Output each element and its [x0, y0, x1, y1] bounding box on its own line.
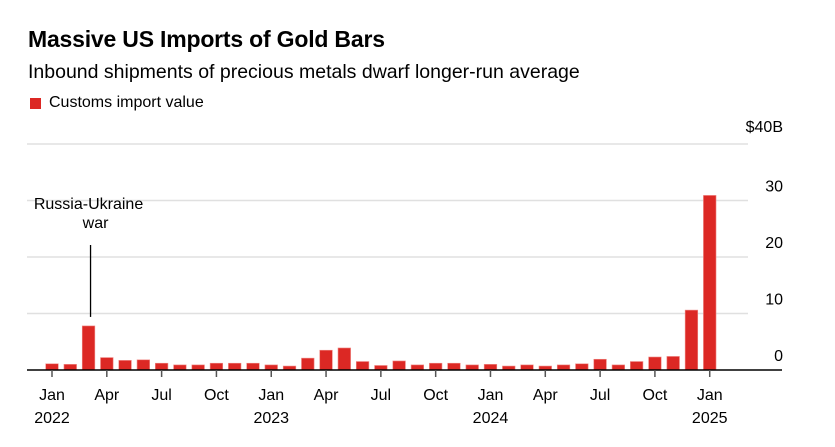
bar [246, 362, 260, 371]
chart-title: Massive US Imports of Gold Bars [28, 26, 385, 52]
bar [173, 364, 187, 371]
legend: Customs import value [30, 94, 204, 112]
x-tick-label-month: Jul [590, 387, 610, 404]
x-tick-label-month: Apr [314, 387, 340, 404]
bar [264, 364, 278, 371]
bar [410, 364, 425, 371]
y-tick-label: 20 [765, 235, 783, 252]
x-tick-label-year: 2025 [692, 410, 728, 427]
x-tick-label-month: Oct [423, 387, 448, 404]
bar [228, 362, 242, 371]
x-tick-label-month: Jul [371, 387, 391, 404]
gridlines [27, 143, 748, 315]
x-tick-label-year: 2023 [253, 410, 289, 427]
legend-label: Customs import value [49, 94, 204, 111]
bar [593, 358, 607, 371]
x-tick-label-month: Jul [151, 387, 171, 404]
x-tick-label-month: Jan [478, 387, 504, 404]
bar [447, 362, 461, 371]
chart-subtitle: Inbound shipments of precious metals dwa… [28, 61, 580, 83]
annotation-label: war [82, 215, 109, 232]
bar [81, 325, 96, 371]
bar [666, 356, 680, 371]
bar [63, 364, 77, 371]
x-tick-label-year: 2024 [473, 410, 509, 427]
annotation-label: Russia-Ukraine [34, 196, 143, 213]
x-tick-label-month: Jan [697, 387, 723, 404]
x-tick-label-month: Apr [533, 387, 559, 404]
y-tick-label: 0 [774, 348, 783, 365]
y-tick-label: 30 [765, 179, 783, 196]
bar [520, 364, 534, 371]
bar [684, 309, 699, 371]
x-tick-label-year: 2022 [34, 410, 70, 427]
legend-swatch [30, 97, 41, 109]
bar [209, 362, 224, 371]
bar [630, 361, 644, 371]
bar [45, 363, 59, 371]
bar [575, 363, 589, 371]
bar [319, 349, 333, 371]
y-axis-ticks: 0 10 20 30 $40B [746, 119, 783, 365]
x-axis: Jan 2022 Apr Jul Oct Jan 2023 Apr Jul Oct Jan 2024 A… [27, 369, 782, 427]
bar [648, 356, 662, 371]
y-tick-label: 10 [765, 292, 783, 309]
bar [556, 364, 571, 371]
bar [118, 360, 132, 371]
x-tick-label-month: Jan [39, 387, 65, 404]
bar [429, 362, 443, 371]
x-tick-label-month: Apr [94, 387, 120, 404]
bar [611, 364, 625, 371]
bar [465, 364, 479, 371]
bar [301, 357, 315, 371]
bar [703, 195, 717, 371]
x-tick-label-month: Oct [204, 387, 229, 404]
bars [45, 195, 717, 371]
annotations: Russia-Ukraine war [34, 196, 143, 317]
bar [355, 361, 370, 371]
bar [392, 360, 406, 371]
bar [337, 347, 351, 371]
bar [100, 357, 114, 371]
bar [191, 364, 205, 371]
y-tick-label: $40B [746, 119, 783, 136]
x-tick-label-month: Oct [642, 387, 667, 404]
bar [155, 362, 169, 371]
bar [483, 364, 498, 371]
x-tick-label-month: Jan [258, 387, 284, 404]
bar [136, 359, 150, 371]
